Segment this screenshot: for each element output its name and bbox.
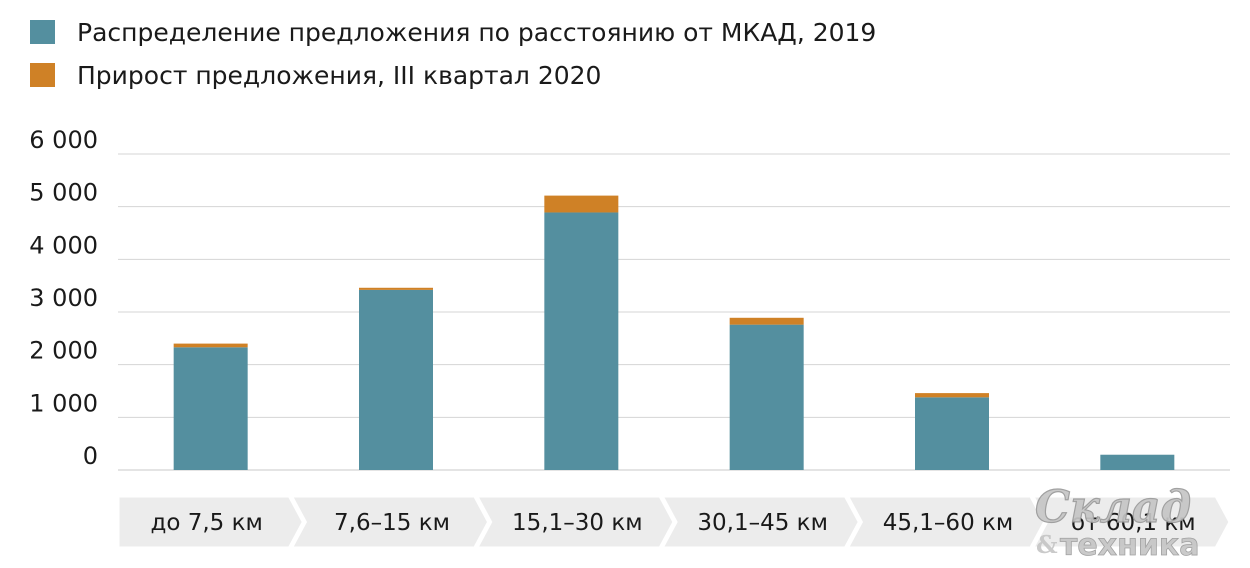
legend-label-1: Прирост предложения, III квартал 2020: [77, 61, 601, 90]
y-axis-ticks: 0 1 000 2 000 3 000 4 000 5 000 6 000: [29, 126, 98, 470]
watermark-amp: &: [1036, 530, 1058, 559]
bar-segment-1: [544, 195, 619, 213]
watermark-line2: техника: [1060, 528, 1199, 563]
category-band: до 7,5 км 7,6–15 км 15,1–30 км 30,1–45 км 45…: [116, 494, 1232, 550]
bar-segment-0: [915, 397, 989, 470]
bar-segment-0: [729, 324, 804, 470]
x-tick-label: от 60,1 км: [1071, 510, 1196, 536]
y-tick-label: 5 000: [29, 179, 98, 207]
y-tick-label: 4 000: [29, 231, 98, 259]
x-tick-label: 45,1–60 км: [883, 510, 1014, 536]
bar-segment-1: [915, 393, 989, 398]
bar-segment-0: [544, 212, 619, 470]
category-chevron: [116, 494, 306, 550]
bar-segment-1: [359, 287, 433, 290]
legend-swatch-0: [30, 20, 55, 44]
category-chevron: [659, 494, 862, 550]
bar-segment-0: [173, 347, 248, 470]
x-tick-label: 15,1–30 км: [512, 510, 643, 536]
category-chevron: [1030, 494, 1232, 550]
legend-swatch-1: [30, 63, 55, 87]
y-tick-label: 0: [83, 442, 98, 470]
y-tick-label: 6 000: [29, 126, 98, 154]
category-chevron: [288, 494, 491, 550]
bars: [173, 195, 1175, 470]
watermark-logo: Склад & техника: [1034, 481, 1199, 563]
bar-segment-0: [1100, 454, 1175, 470]
bar-segment-1: [173, 343, 248, 348]
gridlines: [118, 153, 1230, 471]
legend-label-0: Распределение предложения по расстоянию …: [77, 18, 876, 47]
watermark-line1: Склад: [1035, 482, 1191, 533]
x-tick-label: до 7,5 км: [150, 510, 262, 536]
x-tick-label: 30,1–45 км: [697, 510, 828, 536]
bar-segment-1: [729, 317, 804, 325]
bar-segment-0: [359, 289, 433, 470]
y-tick-label: 2 000: [29, 337, 98, 365]
y-tick-label: 3 000: [29, 284, 98, 312]
category-chevron: [474, 494, 676, 550]
x-tick-label: 7,6–15 км: [334, 510, 450, 536]
legend: Распределение предложения по расстоянию …: [30, 18, 876, 90]
category-chevron: [844, 494, 1047, 550]
y-tick-label: 1 000: [29, 389, 98, 417]
